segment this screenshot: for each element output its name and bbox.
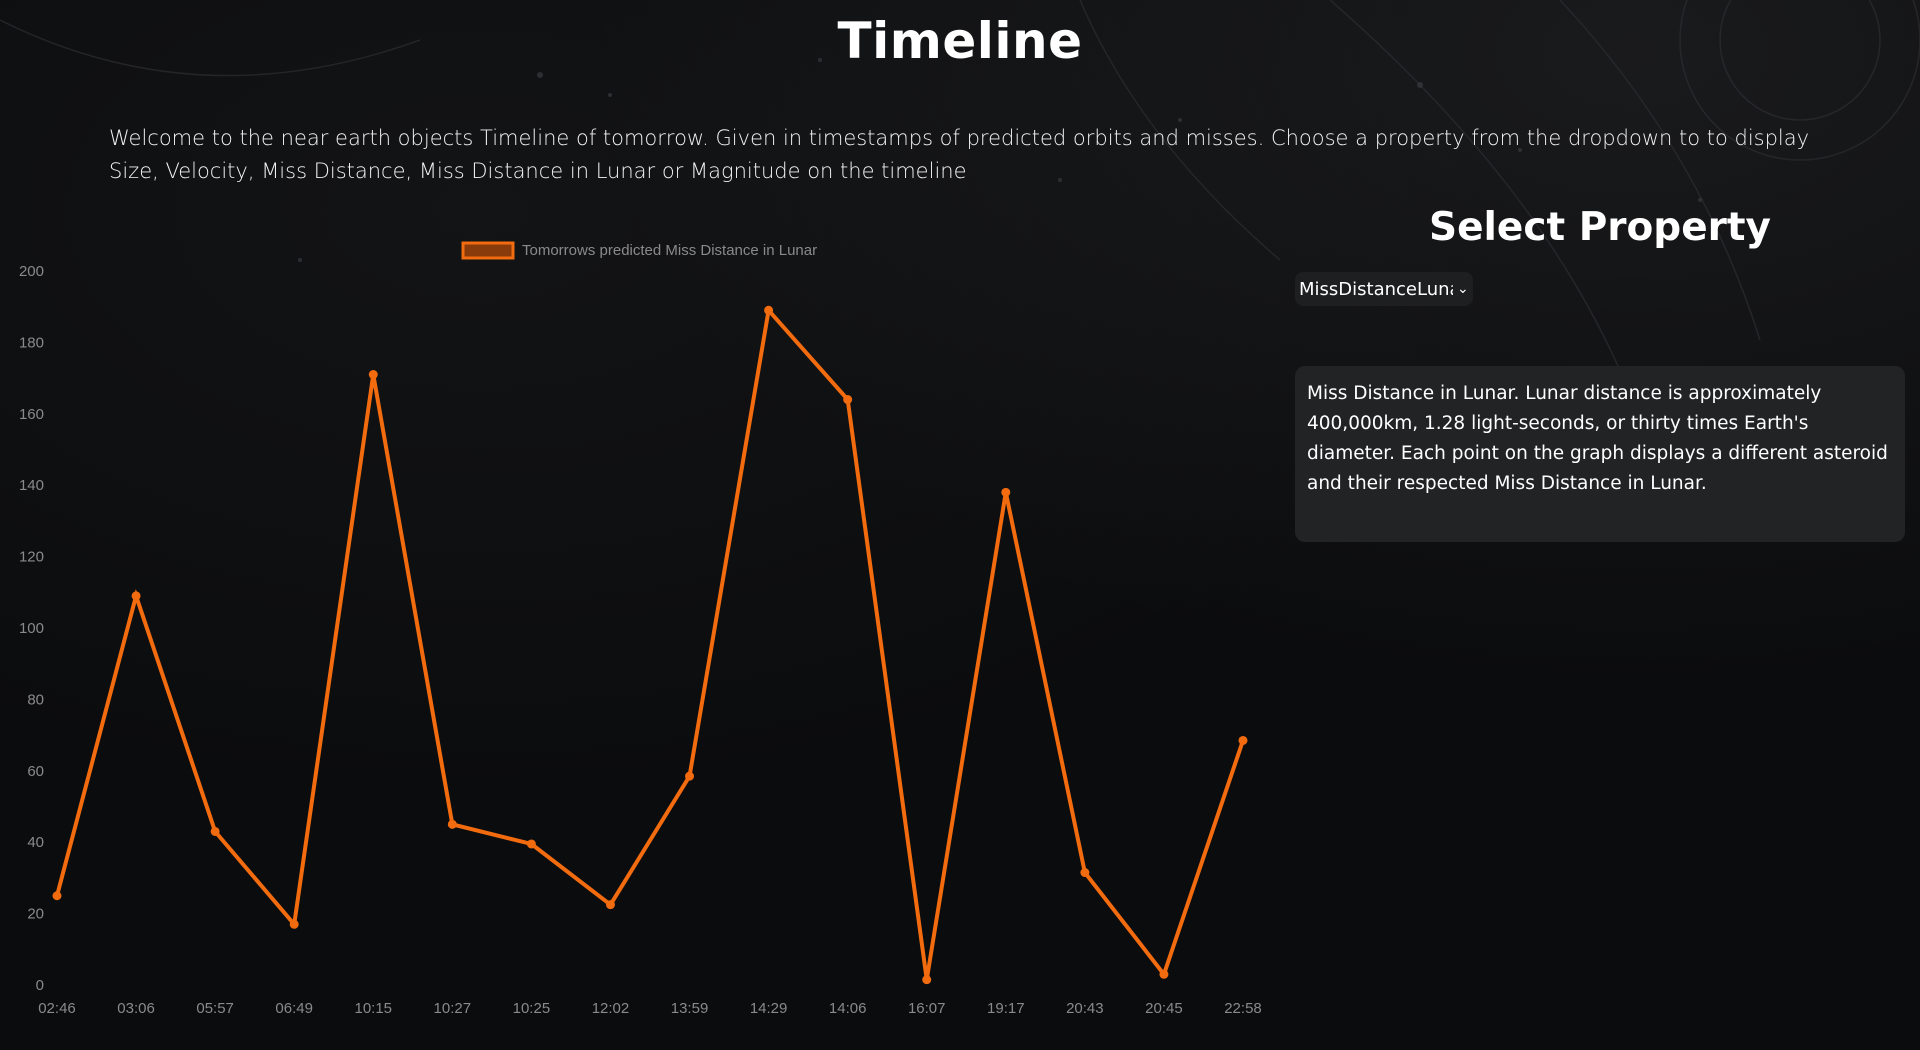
x-tick-label: 10:15	[354, 1000, 392, 1017]
data-point[interactable]	[1001, 487, 1011, 497]
data-point[interactable]	[289, 919, 299, 929]
data-point[interactable]	[1080, 868, 1090, 878]
x-axis: 02:46 03:06 05:57 06:49 10:15 10:27 10:25 12:02…	[38, 1000, 1262, 1017]
property-select-value: MissDistanceLunar	[1299, 278, 1453, 300]
y-tick-label: 140	[19, 477, 44, 494]
x-tick-label: 12:02	[592, 1000, 630, 1017]
y-tick-label: 160	[19, 406, 44, 423]
x-tick-label: 02:46	[38, 1000, 76, 1017]
data-point[interactable]	[764, 305, 774, 315]
series-line	[55, 305, 1245, 980]
property-select[interactable]: MissDistanceLunar ⌄	[1295, 272, 1473, 306]
y-tick-label: 0	[36, 977, 44, 994]
data-point[interactable]	[843, 395, 853, 405]
x-tick-label: 05:57	[196, 1000, 234, 1017]
data-point[interactable]	[447, 819, 457, 829]
y-tick-label: 20	[27, 906, 44, 923]
page-title: Timeline	[837, 12, 1083, 70]
y-tick-label: 200	[19, 263, 44, 280]
data-point[interactable]	[368, 370, 378, 380]
data-point[interactable]	[605, 900, 615, 910]
legend-label[interactable]: Tomorrows predicted Miss Distance in Lun…	[522, 242, 817, 259]
x-tick-label: 06:49	[275, 1000, 313, 1017]
data-point[interactable]	[131, 591, 141, 601]
y-tick-label: 80	[27, 691, 44, 708]
legend-swatch[interactable]	[461, 241, 515, 260]
series-points	[52, 305, 1248, 985]
y-tick-label: 120	[19, 549, 44, 566]
y-tick-label: 180	[19, 334, 44, 351]
property-panel: Select Property MissDistanceLunar ⌄ Miss…	[1295, 205, 1905, 542]
x-tick-label: 10:25	[513, 1000, 551, 1017]
timeline-chart: Tomorrows predicted Miss Distance in Lun…	[0, 225, 1280, 1025]
x-tick-label: 16:07	[908, 1000, 946, 1017]
y-axis: 0 20 40 60 80 100 120 140 160 180 200	[19, 263, 44, 994]
x-tick-label: 10:27	[434, 1000, 472, 1017]
data-point[interactable]	[52, 891, 62, 901]
data-point[interactable]	[526, 839, 536, 849]
x-tick-label: 20:45	[1145, 1000, 1183, 1017]
data-point[interactable]	[1159, 969, 1169, 979]
y-tick-label: 60	[27, 763, 44, 780]
data-point[interactable]	[210, 826, 220, 836]
data-point[interactable]	[685, 771, 695, 781]
chart-legend[interactable]: Tomorrows predicted Miss Distance in Lun…	[461, 241, 817, 260]
intro-text: Welcome to the near earth objects Timeli…	[109, 126, 1810, 183]
property-description: Miss Distance in Lunar. Lunar distance i…	[1295, 366, 1905, 542]
x-tick-label: 14:29	[750, 1000, 788, 1017]
select-property-heading: Select Property	[1429, 205, 1771, 250]
y-tick-label: 100	[19, 620, 44, 637]
x-tick-label: 20:43	[1066, 1000, 1104, 1017]
data-point[interactable]	[922, 975, 932, 985]
chart-canvas: Tomorrows predicted Miss Distance in Lun…	[19, 241, 1262, 1017]
data-point[interactable]	[1238, 735, 1248, 745]
y-tick-label: 40	[27, 834, 44, 851]
x-tick-label: 22:58	[1224, 1000, 1262, 1017]
x-tick-label: 13:59	[671, 1000, 709, 1017]
x-tick-label: 03:06	[117, 1000, 155, 1017]
x-tick-label: 19:17	[987, 1000, 1025, 1017]
chevron-down-icon: ⌄	[1457, 281, 1469, 297]
x-tick-label: 14:06	[829, 1000, 867, 1017]
